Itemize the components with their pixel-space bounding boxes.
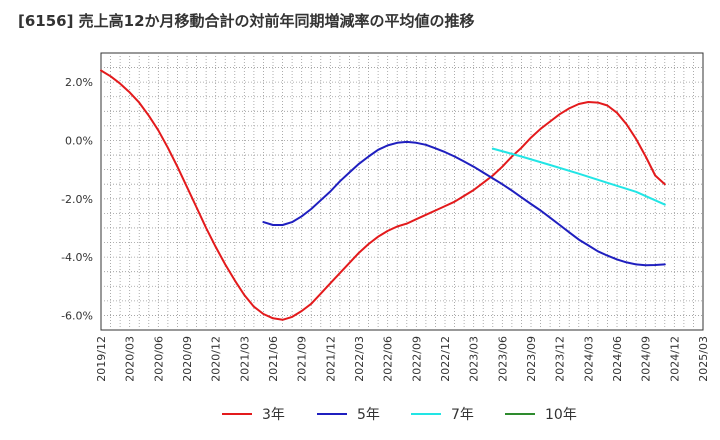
x-tick-label: 2020/06: [152, 336, 165, 382]
y-tick-label: -4.0%: [61, 251, 93, 264]
plot-frame: [100, 52, 704, 331]
x-tick-label: 2023/03: [468, 336, 481, 382]
series-layer: [100, 69, 666, 321]
legend-label: 7年: [451, 407, 474, 423]
legend-label: 3年: [262, 407, 285, 423]
series-line: [491, 147, 666, 206]
x-tick-label: 2023/06: [496, 336, 509, 382]
x-tick-label: 2023/12: [554, 336, 567, 382]
x-tick-label: 2024/03: [582, 336, 595, 382]
x-tick-label: 2021/06: [267, 336, 280, 382]
y-tick-label: 2.0%: [65, 76, 93, 89]
grid-lines: [101, 53, 703, 330]
x-tick-label: 2020/12: [210, 336, 223, 382]
y-tick-label: -6.0%: [61, 309, 93, 322]
x-tick-label: 2022/12: [439, 336, 452, 382]
x-tick-label: 2022/03: [353, 336, 366, 382]
chart-title: [6156] 売上高12か月移動合計の対前年同期増減率の平均値の推移: [18, 12, 475, 30]
x-tick-label: 2021/03: [238, 336, 251, 382]
legend: 3年 5年 7年 10年: [222, 407, 577, 423]
x-tick-label: 2023/09: [525, 336, 538, 382]
x-tick-label: 2020/03: [124, 336, 137, 382]
legend-label: 10年: [545, 407, 577, 423]
series-line: [262, 140, 666, 267]
x-tick-label: 2024/06: [611, 336, 624, 382]
x-axis-ticks: 2019/12 2020/03 2020/06 2020/09 2020/12 2021/…: [95, 336, 710, 382]
legend-label: 5年: [357, 407, 380, 423]
y-tick-label: -2.0%: [61, 193, 93, 206]
plot-area: [100, 52, 704, 331]
x-tick-label: 2025/03: [697, 336, 710, 382]
x-tick-label: 2024/09: [640, 336, 653, 382]
x-tick-label: 2019/12: [95, 336, 108, 382]
x-tick-label: 2022/06: [382, 336, 395, 382]
x-tick-label: 2021/12: [324, 336, 337, 382]
y-axis-ticks: 2.0% 0.0% -2.0% -4.0% -6.0%: [61, 76, 93, 322]
x-tick-label: 2024/12: [668, 336, 681, 382]
x-tick-label: 2021/09: [296, 336, 309, 382]
series-line: [100, 69, 666, 321]
x-tick-label: 2022/09: [410, 336, 423, 382]
x-tick-label: 2020/09: [181, 336, 194, 382]
y-tick-label: 0.0%: [65, 134, 93, 147]
